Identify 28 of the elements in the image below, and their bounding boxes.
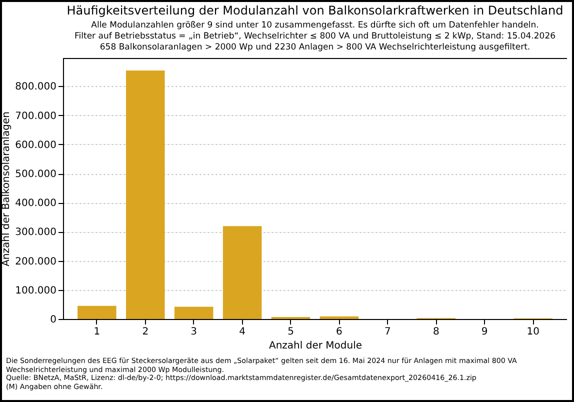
bar [222, 226, 262, 319]
y-tick-label: 400.000 [15, 198, 56, 210]
x-tick-label: 9 [481, 326, 488, 338]
y-tick-label: 100.000 [15, 285, 56, 296]
chart-subtitle: Alle Modulanzahlen größer 9 sind unter 10 zusammengefasst. Es dürfte sich oft um Datenfehler handeln. Filter auf Betriebsstatus = „in Betrieb“, Wechselrichter ≤ 800 VA und Bruttoleistung ≤ 2 kWp, Stand: 15.04.2026 658 Balkonsolaranlagen > 2000 Wp und 2230 Anlagen > 800 VA Wechselrichterleistung ausgefiltert. [74, 20, 556, 52]
bar [320, 316, 359, 319]
x-tick-label: 7 [384, 326, 391, 338]
y-tick-label: 300.000 [15, 227, 56, 238]
x-tick-label: 1 [94, 326, 100, 338]
y-tick-label: 600.000 [15, 140, 56, 151]
x-tick-label: 4 [239, 326, 246, 338]
bar [126, 70, 165, 319]
x-tick-label: 8 [432, 326, 440, 338]
y-tick-label: 800.000 [15, 82, 56, 93]
y-axis-title: Anzahl der Balkonsolaranlagen [1, 112, 12, 266]
bar [78, 306, 116, 319]
x-axis-title: Anzahl der Module [268, 340, 362, 352]
x-tick-label: 6 [336, 326, 342, 338]
y-tick-label: 700.000 [15, 110, 56, 122]
y-tick-label: 0 [50, 314, 56, 326]
y-tick-label: 200.000 [15, 256, 56, 268]
bar [174, 306, 214, 319]
x-tick-label: 5 [288, 326, 294, 338]
y-tick-label: 500.000 [15, 169, 56, 180]
x-tick-label: 10 [526, 326, 540, 338]
x-tick-label: 2 [142, 326, 149, 338]
chart-title: Häufigkeitsverteilung der Modulanzahl von Balkonsolarkraftwerken in Deutschland [66, 4, 564, 18]
x-tick-label: 3 [190, 326, 198, 338]
